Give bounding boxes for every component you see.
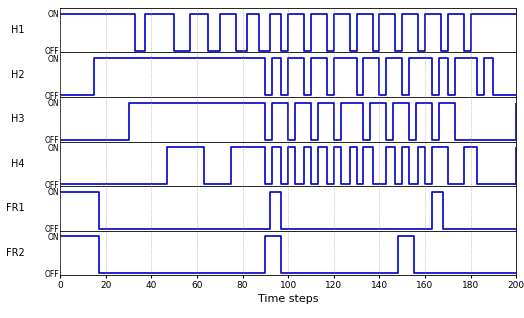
- X-axis label: Time steps: Time steps: [258, 294, 319, 304]
- Y-axis label: FR1: FR1: [6, 203, 25, 213]
- Y-axis label: H2: H2: [11, 70, 25, 80]
- Y-axis label: H4: H4: [12, 159, 25, 169]
- Y-axis label: FR2: FR2: [6, 248, 25, 258]
- Y-axis label: H1: H1: [12, 25, 25, 35]
- Y-axis label: H3: H3: [12, 114, 25, 124]
